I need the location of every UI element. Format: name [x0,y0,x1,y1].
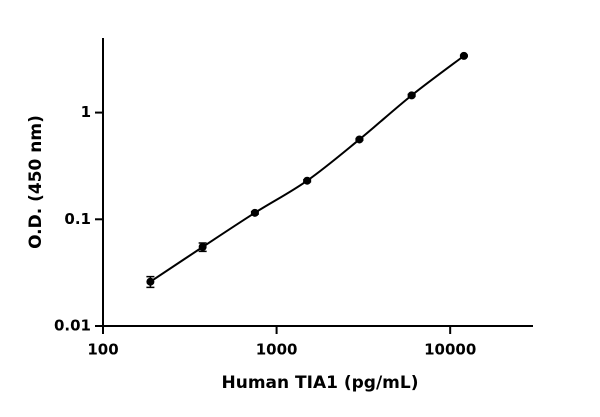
x-axis-label: Human TIA1 (pg/mL) [222,373,419,393]
point [303,176,312,185]
point [355,135,364,144]
y-tick-label: 1 [81,103,91,121]
point [459,51,468,60]
point [146,277,155,286]
point [407,91,416,100]
y-axis-label: O.D. (450 nm) [26,115,46,249]
y-tick-label: 0.1 [64,210,91,228]
y-tick-label: 0.01 [54,317,91,335]
x-tick-label: 1000 [256,341,298,359]
fit-curve [149,55,465,283]
point [250,208,259,217]
x-tick-label: 10000 [424,341,476,359]
point [198,242,207,251]
x-tick-label: 100 [87,341,118,359]
